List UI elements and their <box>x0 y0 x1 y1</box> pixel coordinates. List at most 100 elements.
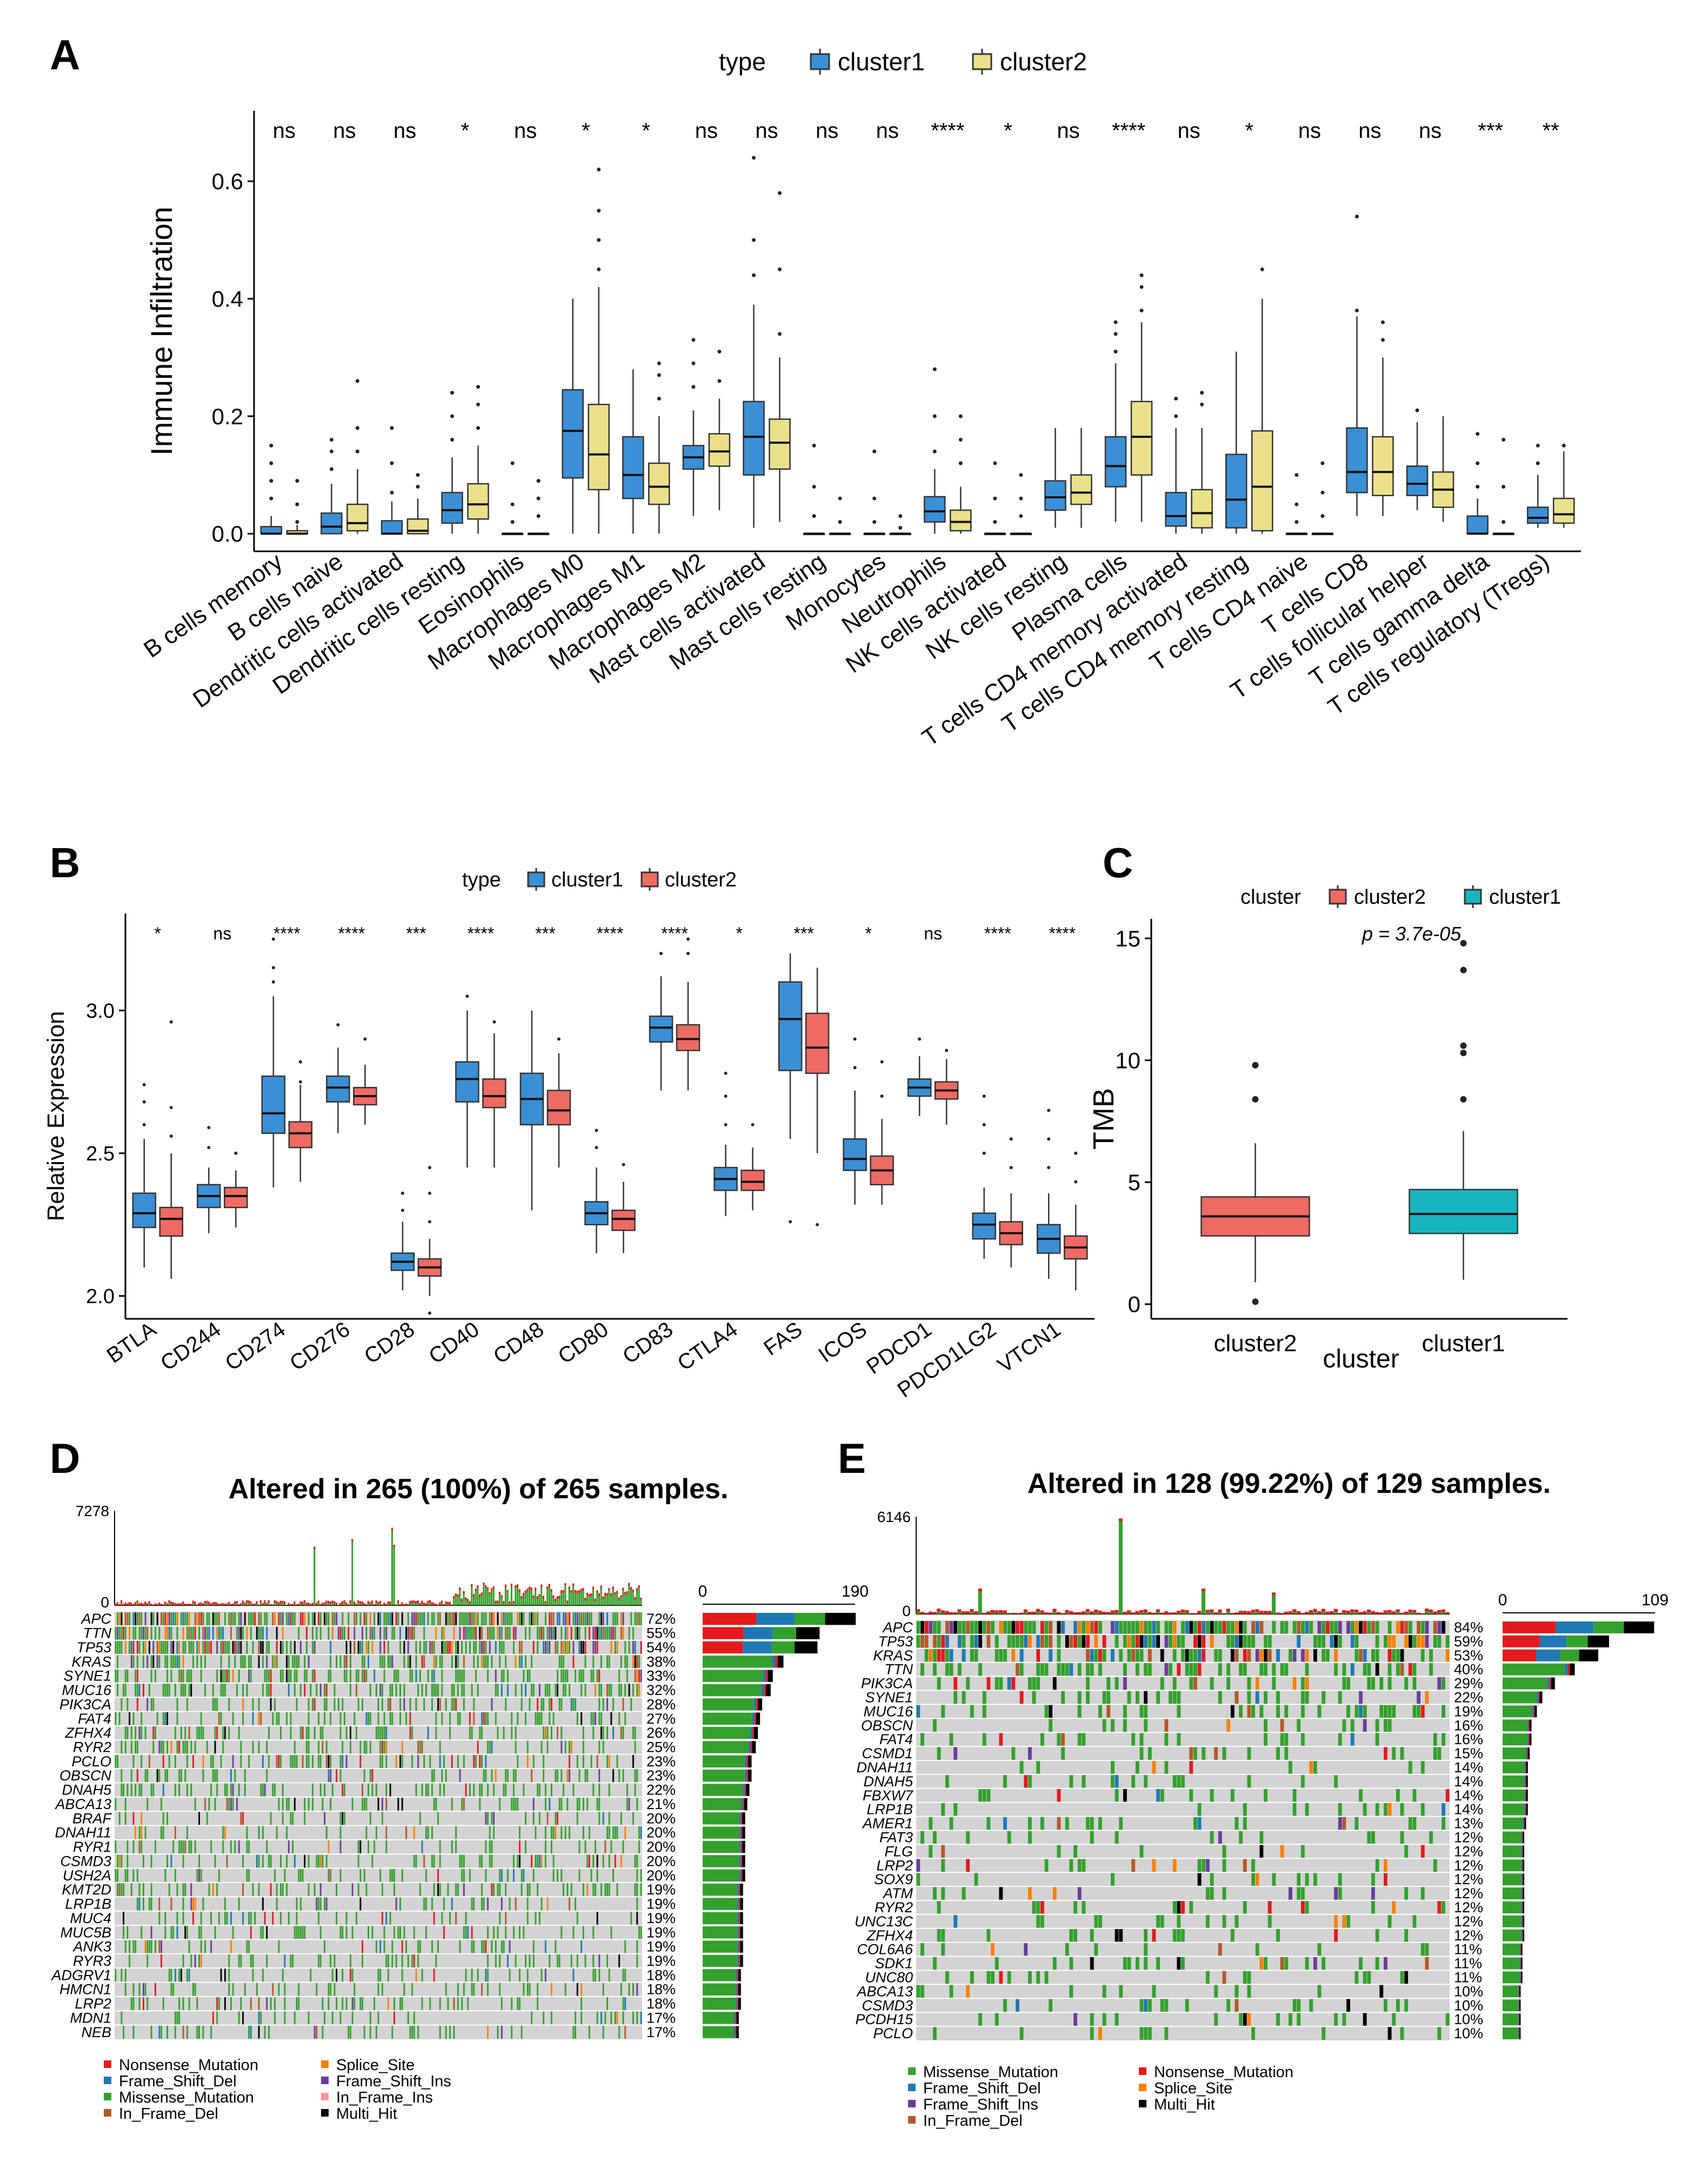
panel-d-mutation-tile <box>465 1926 467 1939</box>
panel-a-cluster1-box <box>381 520 403 535</box>
panel-d-mutation-tile <box>487 1897 489 1911</box>
panel-d-mutation-tile <box>566 1626 569 1640</box>
panel-d-tmb-bar-cap <box>146 1603 149 1605</box>
panel-e-mutation-tile <box>1169 1663 1172 1676</box>
panel-d-mutation-tile <box>592 1969 595 1982</box>
panel-e-mutation-tile <box>1363 1621 1367 1634</box>
panel-e-mutation-tile <box>1077 1733 1082 1746</box>
panel-e-mutation-tile <box>916 1985 920 1998</box>
panel-d-mutation-tile <box>373 1840 376 1854</box>
panel-d-mutation-tile <box>493 1812 495 1825</box>
panel-d-mutation-tile <box>449 1911 451 1925</box>
panel-d-mutation-tile <box>550 1626 552 1640</box>
panel-d-mutation-tile <box>362 1797 363 1811</box>
panel-d-mutation-tile <box>230 1940 232 1953</box>
panel-d-mutation-tile <box>417 1954 419 1967</box>
panel-c-legend-key-cluster1 <box>1464 885 1482 908</box>
panel-e-tmb-bar-cap <box>1189 1613 1193 1614</box>
panel-e-mutation-tile <box>1230 1621 1235 1634</box>
panel-d-tmb-bar <box>393 1545 395 1605</box>
panel-d-gene-bar-segment <box>794 1641 818 1654</box>
panel-e-gene-label: ZFHX4 <box>866 1927 913 1944</box>
panel-d-mutation-tile <box>586 1769 589 1783</box>
panel-e-gene-bar-segment <box>1503 1649 1536 1661</box>
panel-e-mutation-tile <box>1289 1649 1292 1662</box>
panel-d-mutation-tile <box>210 1840 212 1854</box>
panel-d-mutation-tile <box>256 1983 258 1996</box>
panel-e-gene-percent: 11% <box>1454 1969 1482 1985</box>
panel-d-mutation-tile <box>431 1684 433 1697</box>
panel-e-mutation-tile <box>1400 1803 1404 1816</box>
panel-e-gene-bar-segment <box>1503 2027 1518 2039</box>
panel-d-gene-bar-segment <box>754 1712 756 1725</box>
panel-d-mutation-tile <box>624 1997 626 2011</box>
panel-d-mutation-tile <box>186 1969 188 1982</box>
panel-d-mutation-tile <box>274 2011 276 2025</box>
panel-d-mutation-tile <box>459 1712 461 1725</box>
panel-d-tmb-bar-cap <box>485 1585 487 1588</box>
panel-d-tmb-bar <box>564 1583 566 1605</box>
panel-e-mutation-tile <box>1177 1635 1181 1648</box>
panel-d-mutation-tile <box>293 1854 296 1868</box>
panel-d-mutation-tile <box>149 1897 150 1911</box>
panel-d-mutation-tile <box>479 1854 481 1868</box>
panel-e-mutation-tile <box>1069 1985 1073 1998</box>
panel-d-mutation-tile <box>606 1883 608 1897</box>
panel-e-mutation-tile <box>1139 1635 1144 1648</box>
panel-a-cluster1-outlier <box>932 414 937 418</box>
panel-c-legend-label-cluster1: cluster1 <box>1489 886 1561 909</box>
panel-e-tmb-bar-cap <box>1280 1613 1284 1614</box>
panel-d-gene-bar-segment <box>703 1912 738 1925</box>
panel-a-cluster2-outlier <box>597 267 601 271</box>
panel-d-mutation-tile <box>393 1626 395 1640</box>
panel-d-mutation-tile <box>499 1797 501 1811</box>
panel-d-mutation-tile <box>304 1669 306 1683</box>
panel-d-mutation-tile <box>505 1883 507 1897</box>
panel-d-mutation-tile <box>403 1983 405 1996</box>
panel-e-mutation-tile <box>1077 1859 1082 1872</box>
panel-d-mutation-tile <box>572 1783 575 1797</box>
panel-d-mutation-tile <box>475 1640 477 1654</box>
panel-d-tmb-bar-cap <box>279 1600 282 1604</box>
panel-d-mutation-tile <box>546 1684 549 1697</box>
panel-d-mutation-tile <box>532 1812 535 1825</box>
panel-d-tmb-bar <box>459 1587 461 1605</box>
panel-d-mutation-tile <box>473 1626 475 1640</box>
panel-d-tmb-bar-cap <box>624 1592 626 1595</box>
panel-d-mutation-tile <box>136 1869 138 1882</box>
panel-d-mutation-tile <box>608 1626 610 1640</box>
panel-d-mutation-tile <box>399 1997 401 2011</box>
panel-e-gene-bar-segment <box>1503 1705 1532 1718</box>
panel-d-mutation-tile <box>337 1698 339 1711</box>
panel-d-mutation-tile <box>304 1797 306 1811</box>
panel-a-cluster1-outlier <box>1113 350 1118 354</box>
panel-e-mutation-tile <box>1028 1971 1032 1984</box>
panel-e-mutation-tile <box>1098 1621 1102 1634</box>
panel-d-mutation-tile <box>280 1883 282 1897</box>
panel-d-mutation-tile <box>634 1726 636 1740</box>
panel-d-mutation-tile <box>330 1655 332 1669</box>
panel-d-mutation-tile <box>469 1640 471 1654</box>
panel-e-mutation-tile <box>1003 1621 1007 1634</box>
panel-e-gene-label: UNC80 <box>865 1969 913 1985</box>
panel-d-tmb-bar-cap <box>367 1600 369 1604</box>
panel-d-mutation-tile <box>606 1655 608 1669</box>
panel-d-mutation-tile <box>342 1626 344 1640</box>
panel-d-mutation-tile <box>184 1612 186 1626</box>
panel-d-mutation-tile <box>142 1983 144 1996</box>
panel-e-tmb-bar-cap <box>1110 1610 1115 1613</box>
panel-d-gene-bar-segment <box>794 1613 825 1625</box>
panel-d-mutation-tile <box>606 1754 608 1768</box>
panel-d-mutation-tile <box>342 1997 344 2011</box>
panel-d-gene-bar-segment <box>739 1840 741 1853</box>
panel-e-mutation-tile <box>920 1733 924 1746</box>
panel-d-mutation-tile <box>473 1612 475 1626</box>
panel-b-cluster2-outlier <box>363 1037 367 1041</box>
panel-d-tmb-bar-cap <box>345 1602 348 1605</box>
panel-d-mutation-tile <box>166 1812 169 1825</box>
panel-b-cluster1-outlier <box>271 966 275 970</box>
panel-d-tmb-bar-cap <box>357 1600 359 1603</box>
panel-d-mutation-tile <box>463 1926 465 1939</box>
panel-d-mutation-tile <box>529 1612 531 1626</box>
panel-e-mutation-tile <box>1156 1635 1160 1648</box>
